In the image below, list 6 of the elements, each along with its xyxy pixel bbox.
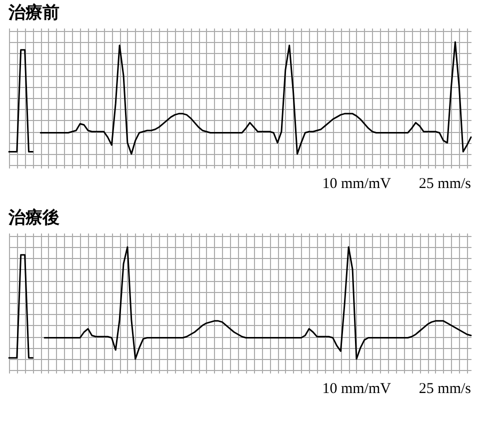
chart-title: 治療前 — [7, 3, 60, 23]
text: 10 mm/mV — [322, 176, 392, 192]
text: 10 mm/mV — [322, 381, 392, 397]
text: 25 mm/s — [418, 176, 472, 192]
chart-title: 治療後 — [7, 208, 60, 228]
text: 25 mm/s — [418, 381, 472, 397]
